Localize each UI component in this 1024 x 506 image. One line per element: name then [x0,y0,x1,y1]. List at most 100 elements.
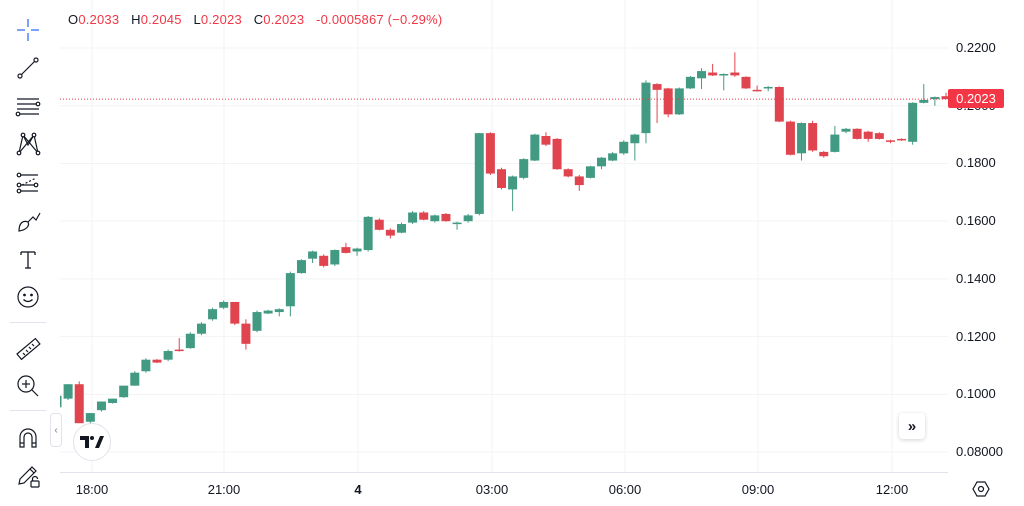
price-label: 0.1600 [956,213,996,228]
candle-body [663,88,673,115]
candle-body [597,157,607,167]
candle-body [174,349,184,352]
fib-retracement-icon [15,98,41,117]
candle-body [85,413,95,422]
candle-body [185,333,195,349]
candle-body [341,247,351,253]
time-label: 21:00 [207,482,241,497]
ruler-tool[interactable] [12,334,44,366]
low-value: 0.2023 [200,12,242,27]
prediction-icon [16,172,39,194]
brush-tool[interactable] [12,206,44,238]
candle-body [708,72,718,76]
text-tool[interactable] [12,244,44,276]
candle-body [330,250,340,265]
candle-body [363,216,373,251]
candle-body [541,136,551,145]
candle-body [819,151,829,157]
price-label: 0.1800 [956,155,996,170]
collapse-toolbar-button[interactable]: ‹ [50,413,62,447]
candle-body [352,248,362,252]
crosshair-icon [17,19,39,41]
tradingview-logo[interactable] [73,423,111,461]
candle-body [252,312,262,331]
candle-body [152,359,162,363]
zoom-in-tool[interactable] [12,370,44,402]
ohlc-legend: O0.2033 H0.2045 L0.2023 C0.2023 -0.00058… [68,12,450,27]
candle-body [741,76,751,89]
magnet-tool[interactable] [12,422,44,454]
high-label: H [131,12,141,27]
ruler-icon [16,337,41,361]
price-label: 0.1400 [956,271,996,286]
candle-body [319,255,329,266]
candle-body [519,159,529,178]
time-axis[interactable]: 18:00 21:00 4 03:00 06:00 09:00 12:00 [60,472,948,506]
pattern-tool[interactable] [12,128,44,160]
candle-body [219,301,229,308]
high-value: 0.2045 [140,12,182,27]
crosshair-tool[interactable] [12,14,44,46]
scroll-to-realtime-button[interactable]: » [899,413,925,439]
candle-body [485,133,495,174]
current-price-tag: 0.2023 [948,89,1004,108]
fib-retracement-tool[interactable] [12,91,44,123]
candle-body [563,169,573,177]
candle-body [385,229,395,236]
candle-body [697,71,707,79]
candle-body [63,384,73,399]
candle-body [419,212,429,220]
double-chevron-right-icon: » [907,417,917,435]
drawing-toolbar [0,0,56,505]
candle-body [808,123,818,151]
emoji-tool[interactable] [12,281,44,313]
lock-drawings-icon [18,466,40,488]
candle-body [941,96,948,100]
candlestick-chart[interactable] [60,0,948,472]
candle-body [674,88,684,115]
candle-body [74,384,84,424]
open-label: O [68,12,79,27]
candle-body [285,273,295,307]
lock-drawings-tool[interactable] [12,460,44,492]
candle-body [908,102,918,142]
candle-body [897,138,907,141]
price-label: 0.1200 [956,329,996,344]
pattern-icon [16,132,41,156]
candle-body [408,212,418,223]
toolbar-separator [10,322,46,323]
candle-body [196,323,206,334]
price-label: 0.08000 [956,444,1003,459]
candle-body [685,76,695,89]
time-label: 12:00 [875,482,909,497]
candle-body [374,219,384,230]
candle-body [474,133,484,214]
trend-line-tool[interactable] [12,52,44,84]
time-label: 03:00 [475,482,509,497]
candle-body [119,385,129,398]
candle-body [874,133,884,139]
candle-body [452,222,462,225]
price-label: 0.1000 [956,386,996,401]
candle-body [263,310,273,314]
magnet-icon [19,428,37,448]
candle-body [574,176,584,186]
close-label: C [253,12,264,27]
candle-body [841,128,851,132]
candle-body [719,73,729,76]
text-icon [20,251,36,269]
toolbar-separator [10,410,46,411]
candle-body [441,213,451,222]
prediction-tool[interactable] [12,167,44,199]
emoji-icon [17,286,39,308]
candle-body [108,398,118,403]
candle-body [497,169,506,188]
candle-body [296,260,306,274]
candle-body [630,134,640,144]
chart-settings-icon[interactable] [972,480,990,498]
candle-body [552,138,562,170]
close-value: 0.2023 [263,12,305,27]
candle-body [830,134,840,152]
price-label: 0.2200 [956,40,996,55]
